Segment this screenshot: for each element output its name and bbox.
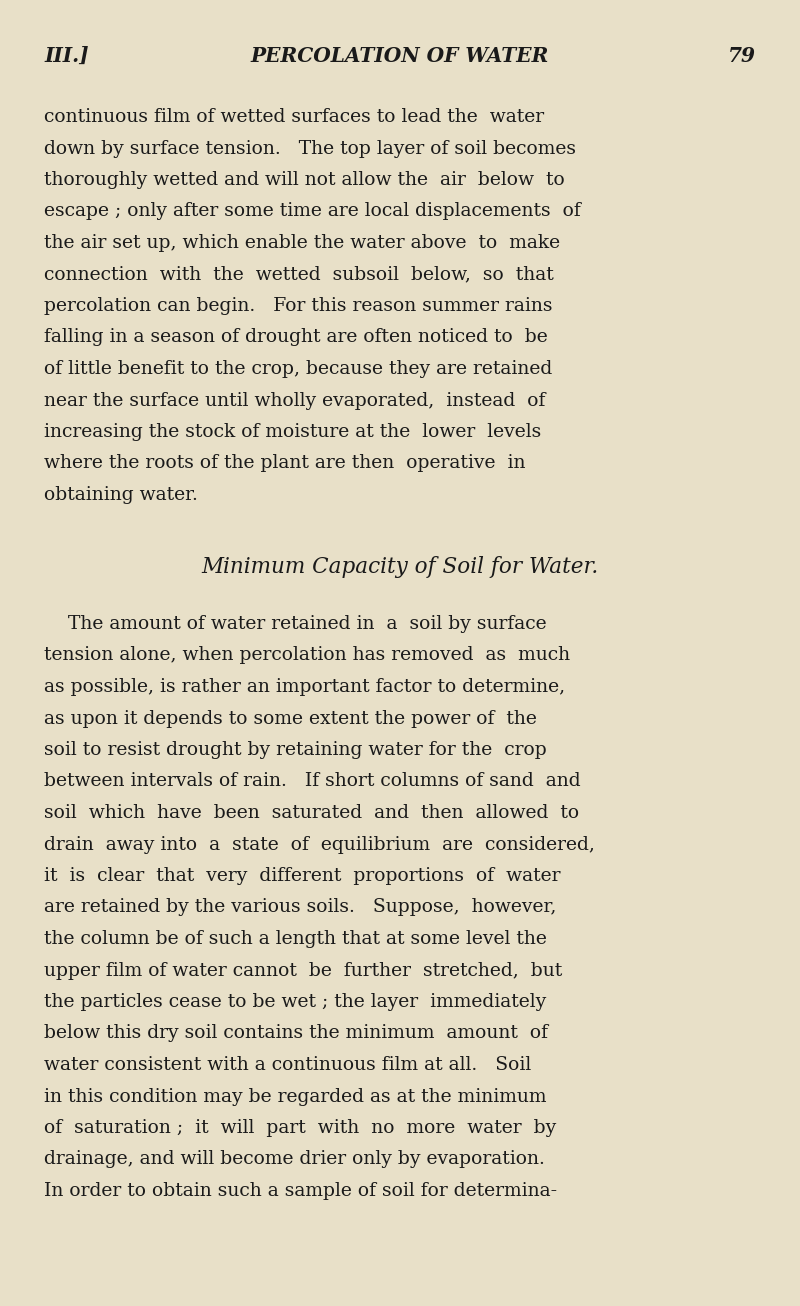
Text: water consistent with a continuous film at all.   Soil: water consistent with a continuous film … [44, 1057, 531, 1074]
Text: obtaining water.: obtaining water. [44, 486, 198, 504]
Text: 79: 79 [728, 46, 756, 67]
Text: in this condition may be regarded as at the minimum: in this condition may be regarded as at … [44, 1088, 546, 1105]
Text: thoroughly wetted and will not allow the  air  below  to: thoroughly wetted and will not allow the… [44, 171, 565, 189]
Text: III.]: III.] [44, 46, 89, 67]
Text: increasing the stock of moisture at the  lower  levels: increasing the stock of moisture at the … [44, 423, 542, 441]
Text: the air set up, which enable the water above  to  make: the air set up, which enable the water a… [44, 234, 560, 252]
Text: down by surface tension.   The top layer of soil becomes: down by surface tension. The top layer o… [44, 140, 576, 158]
Text: between intervals of rain.   If short columns of sand  and: between intervals of rain. If short colu… [44, 773, 581, 790]
Text: where the roots of the plant are then  operative  in: where the roots of the plant are then op… [44, 454, 526, 473]
Text: continuous film of wetted surfaces to lead the  water: continuous film of wetted surfaces to le… [44, 108, 544, 125]
Text: falling in a season of drought are often noticed to  be: falling in a season of drought are often… [44, 329, 548, 346]
Text: upper film of water cannot  be  further  stretched,  but: upper film of water cannot be further st… [44, 961, 562, 980]
Text: Minimum Capacity of Soil for Water.: Minimum Capacity of Soil for Water. [202, 555, 598, 577]
Text: escape ; only after some time are local displacements  of: escape ; only after some time are local … [44, 202, 581, 221]
Text: the column be of such a length that at some level the: the column be of such a length that at s… [44, 930, 547, 948]
Text: of little benefit to the crop, because they are retained: of little benefit to the crop, because t… [44, 360, 552, 377]
Text: The amount of water retained in  a  soil by surface: The amount of water retained in a soil b… [44, 615, 546, 633]
Text: In order to obtain such a sample of soil for determina-: In order to obtain such a sample of soil… [44, 1182, 557, 1200]
Text: near the surface until wholly evaporated,  instead  of: near the surface until wholly evaporated… [44, 392, 546, 410]
Text: tension alone, when percolation has removed  as  much: tension alone, when percolation has remo… [44, 646, 570, 665]
Text: connection  with  the  wetted  subsoil  below,  so  that: connection with the wetted subsoil below… [44, 265, 554, 283]
Text: are retained by the various soils.   Suppose,  however,: are retained by the various soils. Suppo… [44, 899, 556, 917]
Text: it  is  clear  that  very  different  proportions  of  water: it is clear that very different proporti… [44, 867, 561, 885]
Text: as possible, is rather an important factor to determine,: as possible, is rather an important fact… [44, 678, 565, 696]
Text: soil to resist drought by retaining water for the  crop: soil to resist drought by retaining wate… [44, 741, 546, 759]
Text: soil  which  have  been  saturated  and  then  allowed  to: soil which have been saturated and then … [44, 804, 579, 821]
Text: percolation can begin.   For this reason summer rains: percolation can begin. For this reason s… [44, 296, 553, 315]
Text: the particles cease to be wet ; the layer  immediately: the particles cease to be wet ; the laye… [44, 993, 546, 1011]
Text: as upon it depends to some extent the power of  the: as upon it depends to some extent the po… [44, 709, 537, 727]
Text: drainage, and will become drier only by evaporation.: drainage, and will become drier only by … [44, 1151, 545, 1169]
Text: PERCOLATION OF WATER: PERCOLATION OF WATER [251, 46, 549, 67]
Text: of  saturation ;  it  will  part  with  no  more  water  by: of saturation ; it will part with no mor… [44, 1119, 556, 1138]
Text: drain  away into  a  state  of  equilibrium  are  considered,: drain away into a state of equilibrium a… [44, 836, 595, 854]
Text: below this dry soil contains the minimum  amount  of: below this dry soil contains the minimum… [44, 1024, 548, 1042]
